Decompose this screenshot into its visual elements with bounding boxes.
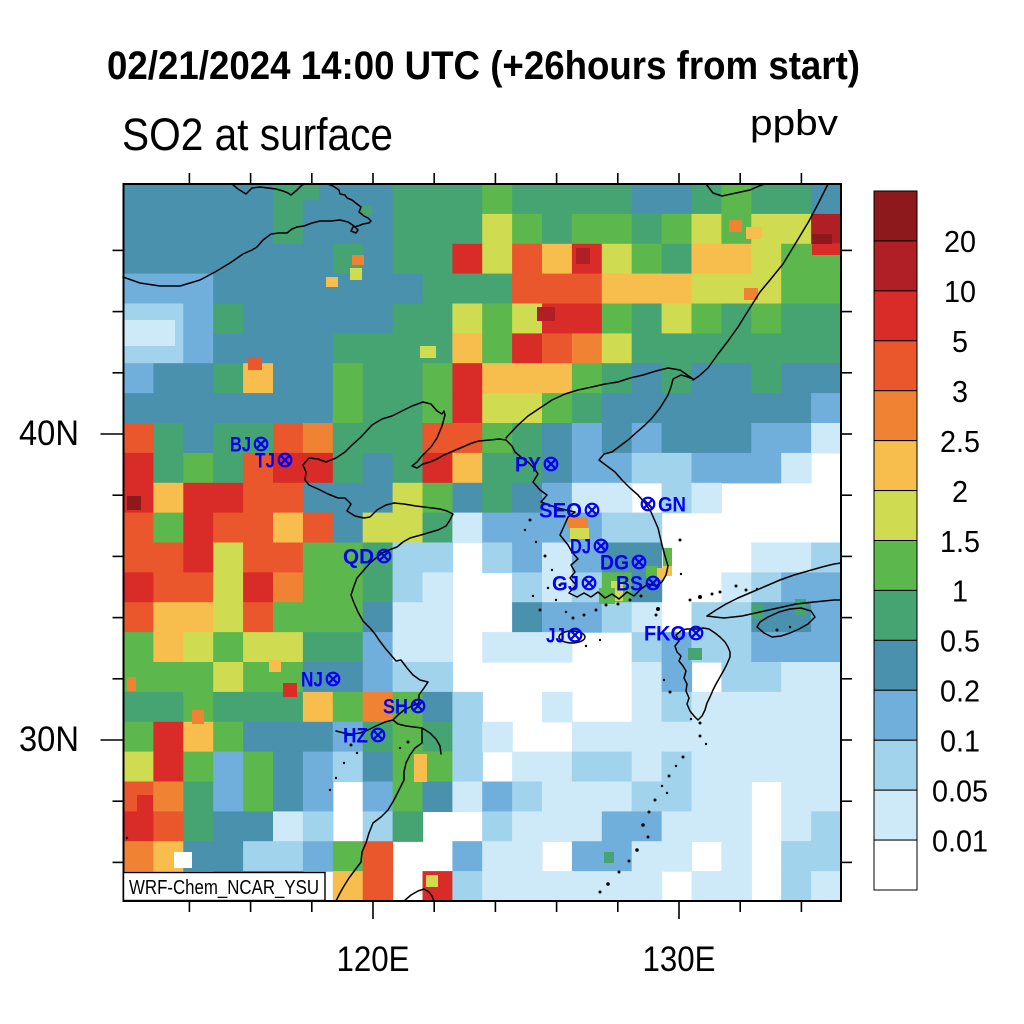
svg-text:0.2: 0.2 [940,674,980,709]
svg-text:0.1: 0.1 [940,724,980,759]
svg-text:1.5: 1.5 [940,524,980,559]
svg-text:GJ: GJ [552,572,579,596]
svg-text:120E: 120E [337,940,410,979]
svg-text:GN: GN [658,493,686,517]
svg-text:HZ: HZ [343,724,368,748]
svg-text:20: 20 [944,224,976,259]
svg-text:BJ: BJ [230,433,251,457]
svg-text:JJ: JJ [546,624,565,648]
svg-text:5: 5 [952,324,968,359]
svg-text:SH: SH [383,695,408,719]
svg-text:SEO: SEO [539,499,582,523]
svg-text:0.05: 0.05 [932,773,988,808]
svg-text:DJ: DJ [570,535,591,559]
svg-text:0.01: 0.01 [932,823,988,858]
svg-text:FKO: FKO [644,622,686,646]
svg-text:PY: PY [515,453,541,477]
svg-text:130E: 130E [643,940,716,979]
svg-text:SO2 at surface: SO2 at surface [122,109,393,160]
svg-text:0.5: 0.5 [940,624,980,659]
svg-text:DG: DG [600,551,629,575]
svg-text:1: 1 [952,574,968,609]
svg-text:NJ: NJ [301,668,323,692]
svg-text:40N: 40N [19,414,79,453]
svg-text:WRF-Chem_NCAR_YSU: WRF-Chem_NCAR_YSU [129,877,319,899]
svg-text:3: 3 [952,374,968,409]
svg-text:TJ: TJ [255,449,275,473]
svg-text:QD: QD [343,545,374,569]
svg-text:BS: BS [616,572,643,596]
svg-text:2: 2 [952,474,968,509]
svg-text:10: 10 [944,274,976,309]
svg-text:30N: 30N [19,720,79,759]
svg-text:ppbv: ppbv [750,102,838,143]
svg-text:2.5: 2.5 [940,424,980,459]
svg-text:02/21/2024 14:00 UTC (+26hours: 02/21/2024 14:00 UTC (+26hours from star… [107,44,860,88]
